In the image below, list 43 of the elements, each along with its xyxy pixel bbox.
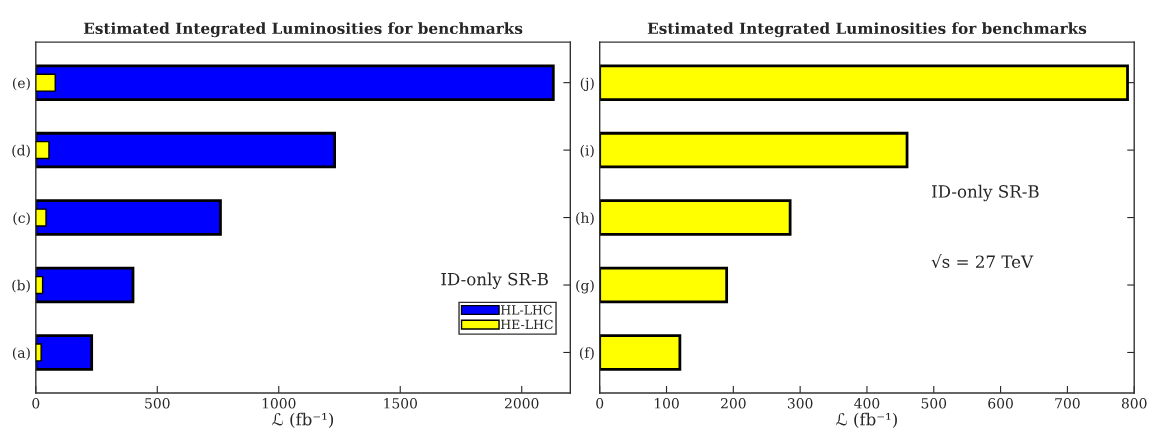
- chart-title: Estimated Integrated Luminosities for benchmarks: [647, 22, 1087, 38]
- bar: [35, 266, 135, 304]
- legend-label: HE-LHC: [500, 319, 553, 330]
- x-tick-label: 500: [921, 398, 947, 409]
- y-tick-label: (f): [579, 347, 594, 360]
- annotation: √s = 27 TeV: [931, 254, 1034, 269]
- x-tick-label: 2000: [504, 398, 539, 409]
- x-tick-label: 1000: [262, 398, 296, 409]
- bar: [35, 64, 555, 101]
- y-tick-label: (j): [580, 77, 594, 92]
- y-tick-label: (a): [12, 347, 30, 360]
- bar: [599, 131, 909, 169]
- y-tick-label: (i): [580, 144, 594, 158]
- bar: [599, 266, 729, 304]
- y-tick-label: (g): [576, 279, 594, 294]
- x-tick-label: 600: [988, 398, 1013, 409]
- x-tick-label: 100: [654, 398, 679, 409]
- x-axis-title: ℒ (fb⁻¹): [836, 412, 897, 428]
- x-tick-label: 0: [32, 398, 40, 409]
- y-tick-label: (h): [576, 212, 594, 225]
- bar: [599, 334, 682, 371]
- bar: [599, 64, 1129, 101]
- y-tick-label: (c): [13, 212, 30, 225]
- bar: [35, 199, 222, 236]
- x-tick-label: 400: [854, 398, 880, 409]
- x-tick-label: 0: [596, 398, 604, 409]
- legend-label: HL-LHC: [500, 305, 552, 315]
- y-tick-label: (d): [12, 144, 30, 158]
- annotation: ID-only SR-B: [441, 272, 548, 289]
- x-tick-label: 800: [1121, 398, 1147, 409]
- y-tick-label: (e): [12, 77, 30, 91]
- chart-title: Estimated Integrated Luminosities for benchmarks: [83, 22, 523, 38]
- x-tick-label: 200: [721, 398, 746, 409]
- x-tick-label: 300: [787, 398, 813, 409]
- x-tick-label: 500: [145, 398, 170, 409]
- x-tick-label: 1500: [384, 398, 417, 409]
- bar: [35, 334, 94, 371]
- y-tick-label: (b): [12, 279, 30, 293]
- x-axis-title: ℒ (fb⁻¹): [272, 412, 334, 428]
- x-tick-label: 700: [1055, 398, 1080, 409]
- annotation: ID-only SR-B: [932, 184, 1039, 202]
- bar: [35, 131, 337, 169]
- bar: [599, 199, 792, 236]
